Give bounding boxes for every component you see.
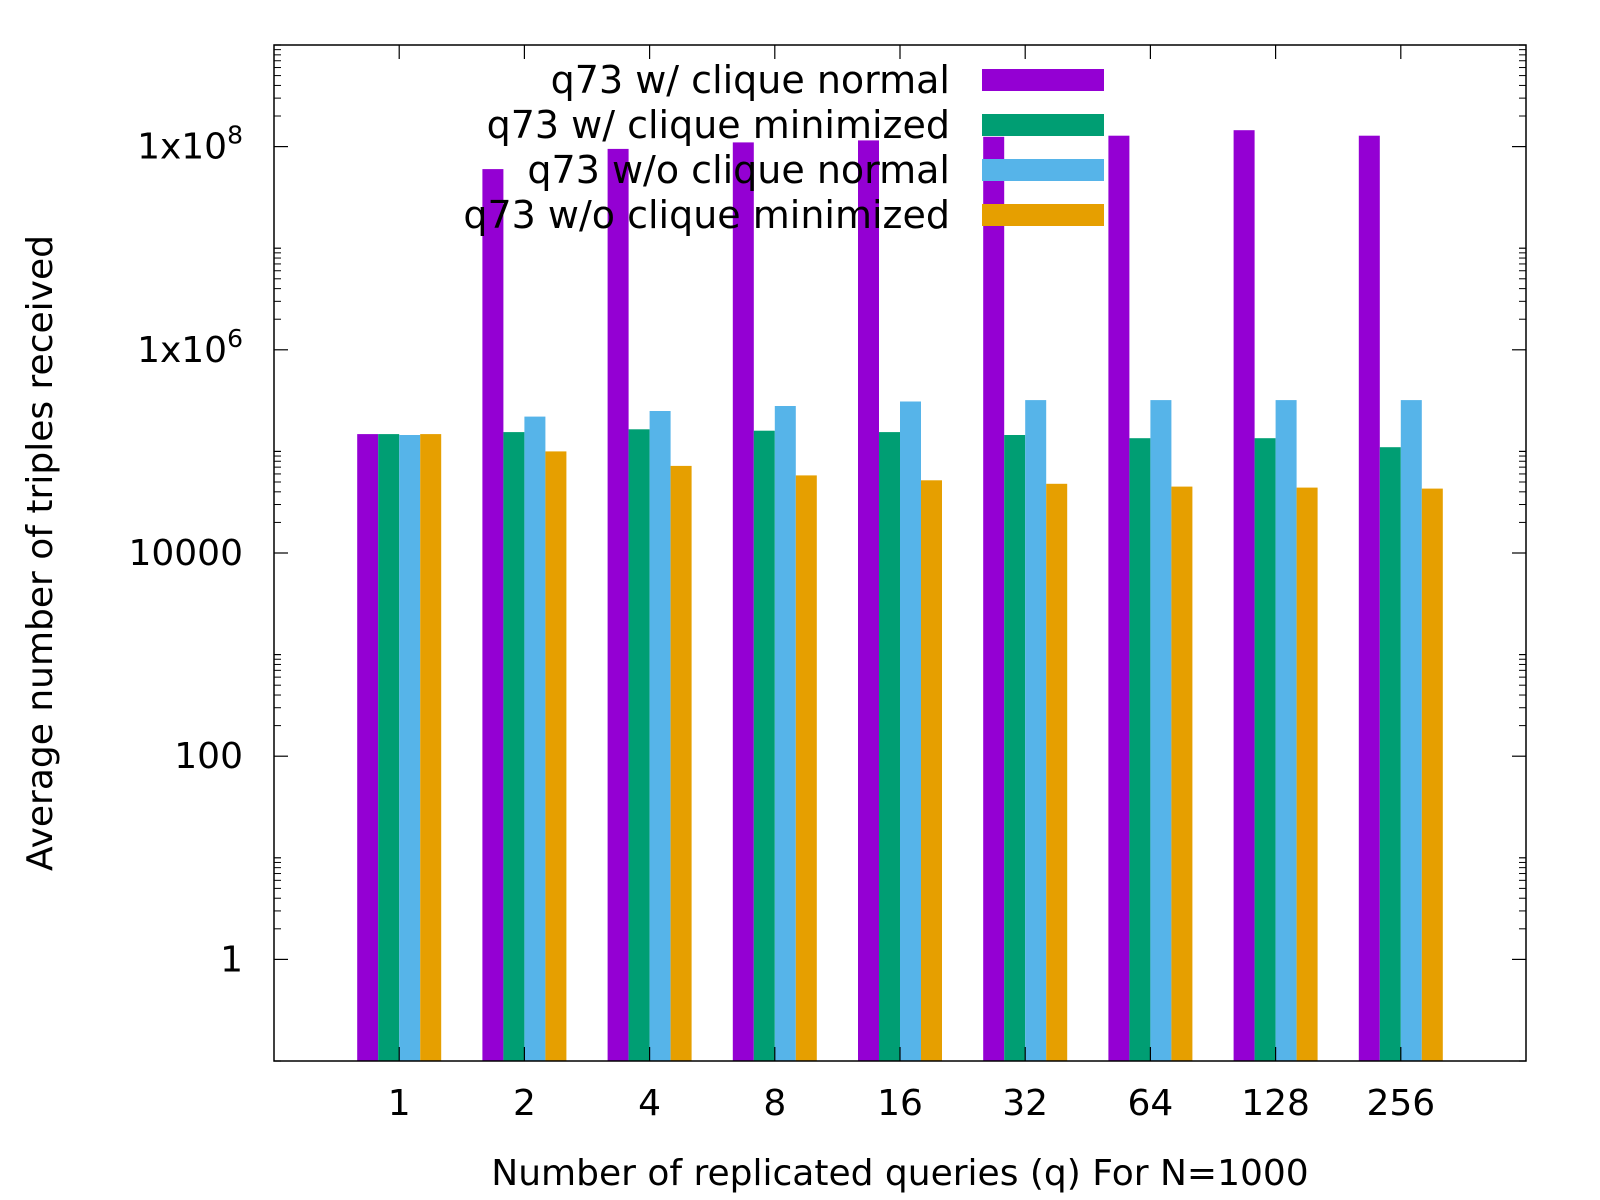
bar-1-32 <box>983 136 1005 1062</box>
y-tick-label-base: 1 <box>220 939 243 980</box>
bar-2-4 <box>628 429 650 1061</box>
bar-1-2 <box>482 169 504 1062</box>
legend-swatch <box>982 204 1104 226</box>
x-tick-label: 128 <box>1241 1083 1310 1124</box>
bar-3-128 <box>1275 400 1297 1062</box>
x-tick-label: 8 <box>763 1083 786 1124</box>
y-tick-label: 1x108 <box>137 121 243 168</box>
x-tick-label: 1 <box>388 1083 411 1124</box>
y-tick-label-base: 1x10 <box>137 330 227 371</box>
x-tick-label: 256 <box>1366 1083 1435 1124</box>
legend-label: q73 w/ clique minimized <box>487 103 950 147</box>
bar-4-4 <box>670 465 692 1061</box>
bar-3-2 <box>524 416 546 1062</box>
bar-4-16 <box>921 480 942 1061</box>
bar-2-16 <box>879 432 900 1062</box>
y-tick-label: 10000 <box>128 533 243 574</box>
bar-3-1 <box>399 435 421 1061</box>
bar-1-4 <box>607 148 629 1061</box>
legend-swatch <box>982 159 1104 181</box>
bar-4-64 <box>1171 486 1193 1062</box>
bar-4-1 <box>420 434 442 1062</box>
bars-layer <box>357 130 1443 1062</box>
bar-1-64 <box>1108 135 1130 1061</box>
bar-1-1 <box>357 434 379 1062</box>
x-tick-label: 16 <box>877 1083 923 1124</box>
bar-1-128 <box>1233 130 1255 1061</box>
bar-4-32 <box>1046 483 1068 1061</box>
bar-3-32 <box>1025 400 1047 1062</box>
x-tick-label: 64 <box>1127 1083 1173 1124</box>
bar-1-256 <box>1358 135 1380 1061</box>
bar-1-16 <box>858 140 879 1061</box>
y-tick-label-base: 1x10 <box>137 127 227 168</box>
bar-3-256 <box>1400 400 1422 1062</box>
y-tick-label-base: 10000 <box>128 533 243 574</box>
legend-swatch <box>982 114 1104 136</box>
bar-2-1 <box>378 434 400 1062</box>
y-tick-label-exponent: 6 <box>227 324 243 353</box>
y-tick-label: 100 <box>174 736 243 777</box>
bar-2-8 <box>753 430 775 1061</box>
x-tick-label: 2 <box>513 1083 536 1124</box>
ticks-layer <box>274 44 1526 1062</box>
bar-2-32 <box>1004 435 1026 1061</box>
bar-3-64 <box>1150 400 1172 1062</box>
bar-2-2 <box>503 432 525 1062</box>
y-tick-label: 1x106 <box>137 324 243 371</box>
x-tick-label: 32 <box>1002 1083 1048 1124</box>
y-axis-label: Average number of triples received <box>20 235 61 871</box>
bar-4-256 <box>1421 488 1443 1062</box>
y-tick-label-exponent: 8 <box>227 121 243 150</box>
x-axis-label: Number of replicated queries (q) For N=1… <box>491 1153 1308 1194</box>
y-tick-label-base: 100 <box>174 736 243 777</box>
bar-3-4 <box>649 411 671 1061</box>
bar-2-64 <box>1129 438 1151 1061</box>
bar-4-128 <box>1296 487 1318 1062</box>
bar-1-8 <box>732 142 754 1061</box>
bar-3-16 <box>900 401 921 1061</box>
x-tick-label: 4 <box>638 1083 661 1124</box>
legend-swatch <box>982 69 1104 91</box>
bar-4-2 <box>545 451 567 1061</box>
bar-2-256 <box>1379 447 1401 1061</box>
legend-label: q73 w/ clique normal <box>551 58 950 102</box>
legend-label: q73 w/o clique minimized <box>463 193 950 237</box>
legend-label: q73 w/o clique normal <box>527 148 950 192</box>
bar-2-128 <box>1254 438 1276 1061</box>
y-tick-label: 1 <box>220 939 243 980</box>
bar-3-8 <box>774 406 796 1061</box>
bar-4-8 <box>795 475 817 1061</box>
